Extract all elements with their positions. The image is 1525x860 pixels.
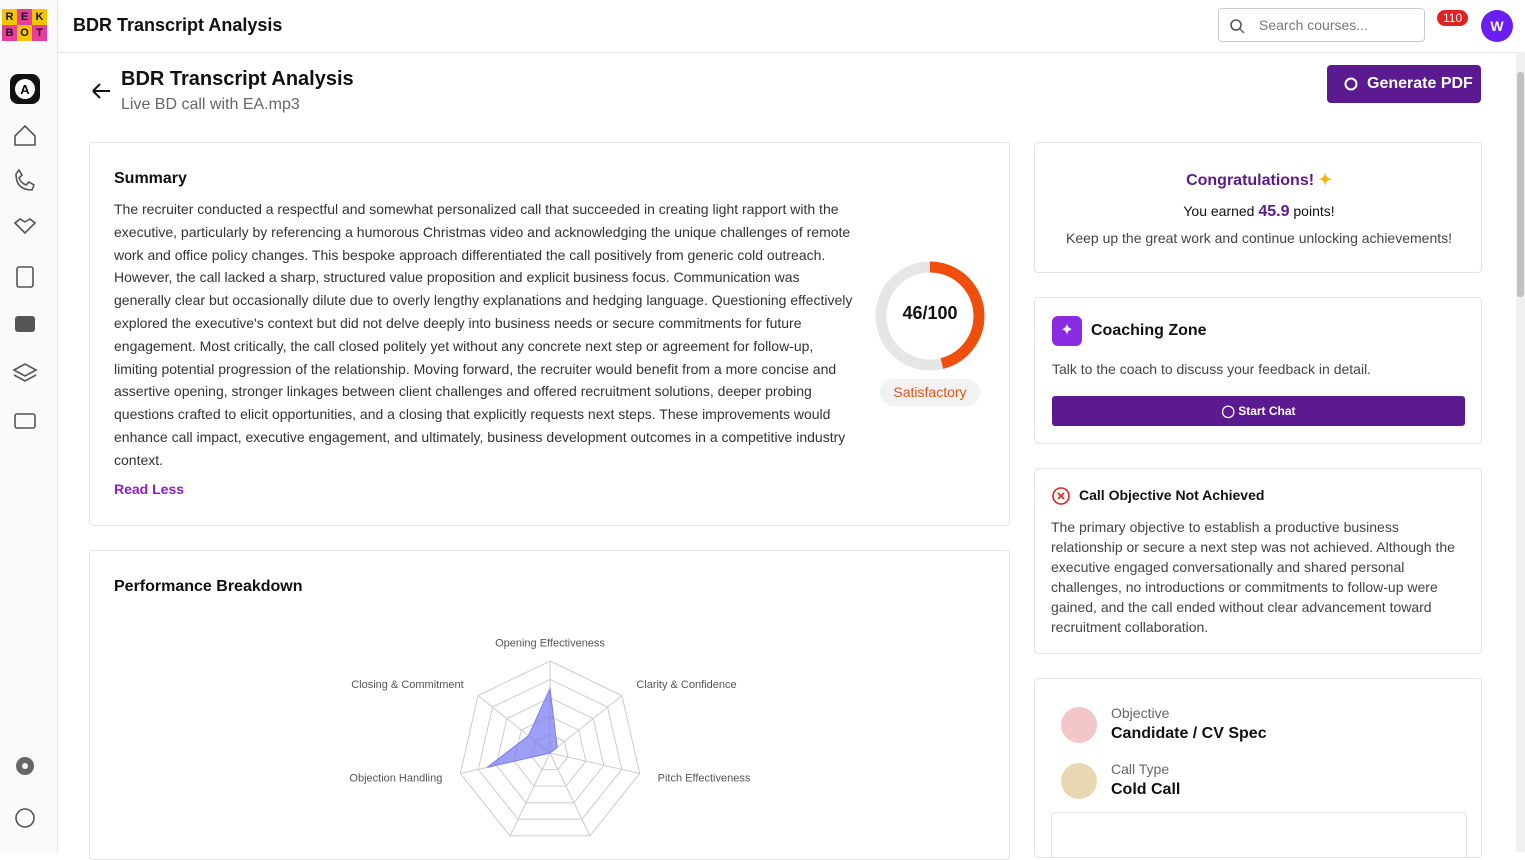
logo-letter: K [32, 9, 47, 25]
radar-axis-label: Objection Handling [349, 773, 442, 785]
objective-status-text: The primary objective to establish a pro… [1051, 519, 1455, 635]
nav-icons: A [10, 74, 40, 828]
notification-badge[interactable]: 110 [1437, 10, 1469, 26]
radar-ring [513, 715, 587, 787]
nav-chat[interactable] [15, 316, 35, 332]
search[interactable]: Search courses... [1218, 8, 1425, 42]
points-line: You earned 45.9 points! [1035, 203, 1483, 221]
detail-value: Cold Call [1111, 781, 1181, 798]
rating: Satisfactory [880, 379, 980, 406]
app-title: BDR Transcript Analysis [73, 15, 283, 35]
scrollbar [1516, 52, 1525, 852]
search-placeholder: Search courses... [1259, 17, 1368, 33]
generate-pdf-button[interactable]: Generate PDF [1327, 65, 1481, 103]
coaching-icon: ✦ [1052, 316, 1082, 346]
performance-card: Performance Breakdown Opening Effectiven… [89, 550, 1010, 860]
detail-label: Call Type [1111, 761, 1170, 777]
radar-chart: Opening Effectiveness Clarity & Confidenc… [349, 638, 751, 837]
nav-layers[interactable] [12, 363, 38, 382]
congrats-card: Congratulations! ✦ You earned 45.9 point… [1034, 142, 1482, 273]
radar-axis [549, 752, 591, 837]
logo-letter: E [17, 9, 32, 25]
page-title: BDR Transcript Analysis [121, 68, 354, 90]
coaching-title: Coaching Zone [1091, 322, 1207, 339]
logo-letter: B [2, 25, 17, 41]
radar-ring [477, 678, 623, 820]
radar-axis-label: Opening Effectiveness [495, 638, 605, 650]
summary-card: Summary The recruiter conducted a respec… [89, 142, 1010, 526]
svg-text:A: A [20, 82, 30, 97]
objective-status-title: Call Objective Not Achieved [1079, 487, 1265, 503]
nav-calls[interactable] [15, 168, 35, 191]
congrats-title: Congratulations! ✦ [1035, 170, 1483, 190]
nav-deals[interactable] [13, 218, 37, 235]
radar-axis [549, 695, 623, 754]
nav-home[interactable] [14, 124, 36, 146]
page-subtitle: Live BD call with EA.mp3 [121, 96, 300, 113]
summary-text: The recruiter conducted a respectful and… [114, 201, 853, 468]
avatar[interactable]: W [1481, 10, 1513, 42]
points: 45.9 [1258, 203, 1290, 220]
radar-area [486, 686, 558, 768]
nav-screen[interactable] [14, 413, 36, 429]
radar-axis [509, 752, 551, 837]
logo-letter: O [17, 25, 32, 41]
performance-title: Performance Breakdown [114, 578, 303, 595]
button-label: Generate PDF [1367, 75, 1473, 92]
objective-status-card: Call Objective Not Achieved The primary … [1034, 468, 1482, 654]
detail-value: Candidate / CV Spec [1111, 725, 1267, 742]
back-arrow[interactable] [90, 80, 112, 102]
nav-docs[interactable] [16, 266, 34, 288]
nav-help[interactable] [15, 808, 35, 828]
logo-letter: T [32, 25, 47, 41]
detail-icon [1061, 763, 1097, 799]
radar-axis-label: Pitch Effectiveness [658, 773, 751, 785]
coaching-text: Talk to the coach to discuss your feedba… [1052, 361, 1372, 377]
sparkle: ✦ [1318, 172, 1332, 189]
coaching-card: ✦ Coaching Zone Talk to the coach to dis… [1034, 297, 1482, 444]
earned-prefix: You earned [1183, 203, 1255, 219]
read-less[interactable]: Read Less [114, 481, 185, 497]
earned-suffix: points! [1293, 203, 1335, 219]
topbar: BDR Transcript Analysis Search courses..… [57, 0, 1525, 53]
logo-letter: R [2, 9, 17, 25]
detail-icon [1061, 707, 1097, 743]
summary-title: Summary [114, 170, 187, 187]
radar-axis [549, 752, 640, 774]
congrats-text: Congratulations! [1186, 172, 1315, 189]
fail-icon [1052, 487, 1070, 505]
detail-label: Objective [1111, 705, 1170, 721]
start-chat-button[interactable]: ◯ Start Chat [1052, 396, 1465, 426]
radar-ring [459, 660, 641, 837]
score-donut [875, 261, 985, 371]
radar-ring [495, 697, 605, 804]
button-label: Start Chat [1238, 404, 1296, 418]
radar-axis-label: Clarity & Confidence [636, 679, 736, 691]
radar-axis-label: Closing & Commitment [351, 679, 463, 691]
score-label: 46/100 [902, 303, 958, 323]
congrats-message: Keep up the great work and continue unlo… [1065, 230, 1453, 246]
donut-arc [875, 261, 985, 371]
details-card: Objective Candidate / CV Spec Call Type Col… [1034, 678, 1482, 858]
